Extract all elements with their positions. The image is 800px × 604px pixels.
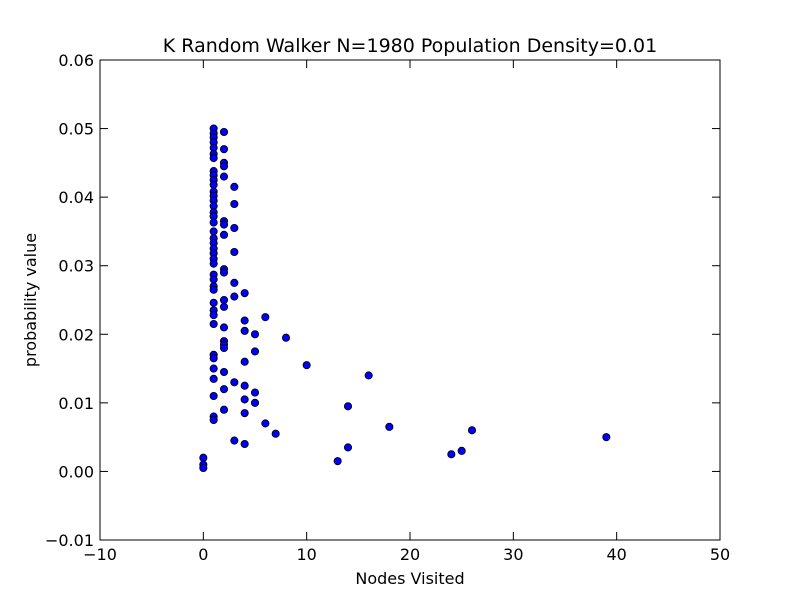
scatter-point	[343, 402, 353, 411]
y-tick-label: 0.02	[58, 325, 94, 344]
scatter-point	[261, 313, 270, 322]
y-tick-label: 0.01	[58, 394, 94, 413]
scatter-point	[209, 227, 218, 236]
scatter-point	[385, 422, 394, 431]
y-tick-label: 0.05	[58, 120, 94, 139]
scatter-point	[219, 268, 229, 277]
scatter-point	[209, 311, 218, 320]
scatter-point	[219, 323, 229, 332]
scatter-point	[467, 426, 477, 435]
scatter-point	[219, 230, 229, 239]
scatter-point	[250, 330, 260, 339]
scatter-point	[230, 436, 239, 445]
scatter-point	[209, 154, 218, 163]
axis-ticks: −10 0 10 20 30 40 50 −0.01 0.00 0.01 0.02 0.03 0.04 0…	[45, 51, 730, 564]
x-tick-label: 40	[606, 545, 626, 564]
scatter-point	[602, 433, 611, 442]
scatter-point	[240, 395, 249, 404]
scatter-point	[240, 409, 249, 418]
scatter-point	[250, 398, 260, 407]
y-tick-label: 0.06	[58, 51, 94, 70]
scatter-point	[261, 419, 270, 428]
x-tick-label: 10	[296, 545, 316, 564]
scatter-point	[219, 145, 229, 154]
scatter-point	[343, 443, 353, 452]
scatter-point	[240, 316, 249, 325]
scatter-point	[230, 278, 239, 287]
scatter-point	[281, 333, 291, 342]
x-axis-label: Nodes Visited	[355, 569, 464, 588]
x-tick-label: 20	[400, 545, 420, 564]
scatter-point	[230, 182, 239, 191]
scatter-point	[219, 343, 229, 353]
scatter-point	[209, 218, 218, 227]
scatter-point	[199, 463, 208, 473]
scatter-point	[271, 429, 280, 438]
scatter-point	[219, 127, 229, 137]
scatter-point	[209, 354, 218, 363]
data-points	[199, 124, 611, 473]
y-tick-label: 0.03	[58, 257, 94, 276]
scatter-point	[209, 285, 218, 294]
scatter-point	[240, 326, 249, 335]
scatter-point	[209, 319, 218, 329]
scatter-point	[209, 391, 218, 401]
scatter-point	[447, 450, 456, 459]
scatter-point	[209, 259, 218, 268]
scatter-point	[230, 292, 239, 301]
scatter-point	[219, 162, 229, 171]
scatter-point	[209, 364, 218, 373]
scatter-point	[199, 453, 208, 462]
chart-title: K Random Walker N=1980 Population Densit…	[163, 35, 657, 57]
x-tick-label: 0	[198, 545, 208, 564]
scatter-point	[219, 172, 229, 181]
scatter-point	[457, 446, 466, 455]
scatter-point	[240, 439, 249, 449]
scatter-point	[250, 347, 260, 356]
plot-area-frame	[99, 59, 721, 541]
scatter-point	[250, 388, 260, 397]
y-tick-label: 0.04	[58, 188, 94, 207]
scatter-point	[209, 374, 218, 383]
scatter-point	[219, 302, 229, 311]
scatter-point	[219, 367, 229, 377]
scatter-point	[230, 223, 239, 233]
scatter-point	[209, 298, 218, 307]
scatter-point	[240, 289, 249, 298]
scatter-point	[209, 180, 218, 189]
y-tick-label: −0.01	[45, 531, 94, 550]
scatter-point	[333, 457, 342, 466]
scatter-point	[302, 361, 311, 370]
scatter-point	[230, 247, 239, 257]
scatter-point	[209, 275, 218, 284]
scatter-point	[219, 220, 229, 229]
x-tick-label: 30	[503, 545, 523, 564]
scatter-point	[219, 405, 229, 414]
y-tick-label: 0.00	[58, 462, 94, 481]
x-tick-label: −10	[83, 545, 117, 564]
scatter-point	[219, 295, 229, 305]
scatter-point	[240, 357, 249, 366]
scatter-point	[219, 385, 229, 394]
y-axis-label: probability value	[21, 233, 40, 367]
scatter-point	[230, 199, 239, 209]
scatter-point	[209, 415, 218, 425]
scatter-point	[230, 378, 239, 387]
x-tick-label: 50	[710, 545, 730, 564]
scatter-point	[364, 371, 373, 380]
scatter-point	[240, 381, 249, 390]
